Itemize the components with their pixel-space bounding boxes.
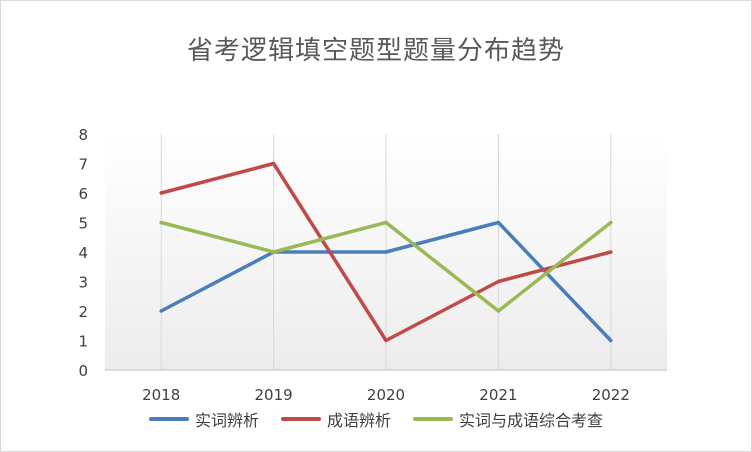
y-tick-label: 4: [78, 244, 88, 262]
y-tick-label: 8: [78, 126, 88, 144]
data-point: [609, 220, 613, 225]
data-point: [496, 279, 500, 284]
data-point: [384, 220, 388, 225]
y-tick-label: 3: [78, 274, 88, 292]
data-point: [609, 338, 613, 343]
y-tick-label: 7: [78, 156, 88, 174]
chart-title: 省考逻辑填空题型题量分布趋势: [186, 36, 565, 66]
data-point: [384, 250, 388, 254]
series-lines: [159, 161, 613, 343]
data-point: [159, 191, 163, 195]
x-tick-label: 2020: [367, 386, 405, 404]
legend: 实词辨析 成语辨析 实词与成语综合考查: [0, 407, 752, 431]
data-point: [272, 161, 276, 166]
y-tick-label: 5: [78, 215, 88, 233]
legend-label: 实词辨析: [194, 411, 259, 430]
y-tick-label: 2: [78, 303, 88, 321]
data-point: [159, 220, 163, 225]
legend-item-3: 实词与成语综合考查: [413, 407, 603, 431]
data-point: [496, 220, 500, 225]
data-point: [384, 338, 388, 343]
legend-label: 实词与成语综合考查: [459, 411, 604, 430]
legend-swatch: [148, 417, 189, 421]
y-tick-label: 1: [78, 333, 88, 351]
legend-swatch: [413, 417, 453, 421]
data-point: [159, 309, 163, 313]
legend-label: 成语辨析: [326, 411, 391, 430]
x-tick-label: 2021: [479, 386, 517, 404]
legend-item-1: 实词辨析: [148, 407, 259, 431]
x-tick-label: 2022: [592, 386, 630, 404]
data-point: [272, 250, 276, 254]
tick-labels: 2018 2019 2020 2021 2022 0 1 2 3 4 5 6 7 8: [78, 126, 629, 404]
y-tick-label: 6: [78, 185, 88, 203]
x-tick-label: 2019: [255, 386, 293, 404]
x-tick-label: 2018: [142, 386, 180, 404]
data-point: [609, 250, 613, 254]
data-point: [496, 309, 500, 313]
legend-item-2: 成语辨析: [280, 407, 391, 431]
y-tick-label: 0: [78, 362, 88, 380]
legend-swatch: [280, 417, 321, 421]
